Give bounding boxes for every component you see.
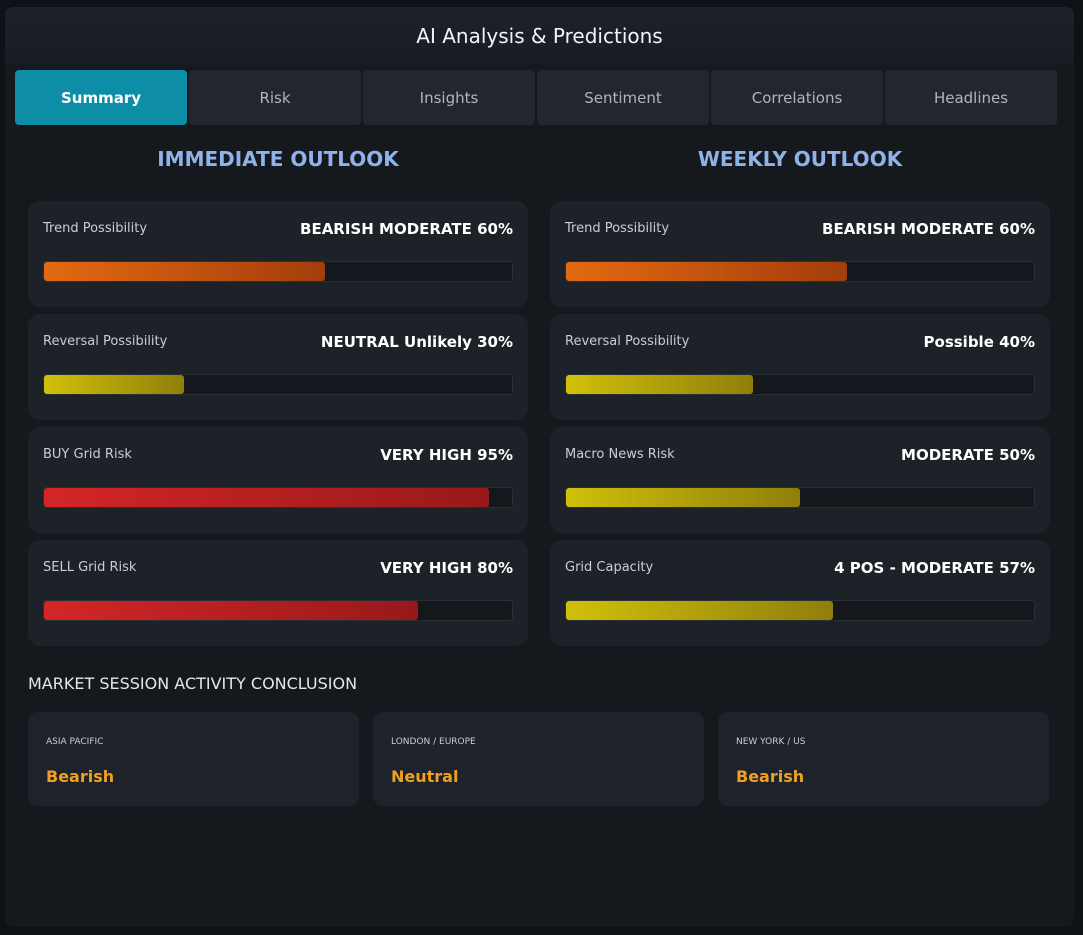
metric-label: Trend Possibility [565,221,670,236]
weekly-outlook-title: WEEKLY OUTLOOK [697,147,903,171]
progress-fill [44,375,185,394]
metric-value: 4 POS - MODERATE 57% [834,559,1035,577]
tab-headlines[interactable]: Headlines [885,70,1057,125]
tab-correlations[interactable]: Correlations [711,70,883,125]
tab-risk[interactable]: Risk [189,70,361,125]
weekly-macro-risk-card: Macro News Risk MODERATE 50% [550,427,1050,533]
progress-track [565,261,1035,282]
metric-label: Reversal Possibility [43,334,168,349]
progress-track [43,487,513,508]
immediate-reversal-card: Reversal Possibility NEUTRAL Unlikely 30… [28,314,528,420]
progress-fill [44,488,489,507]
metric-value: BEARISH MODERATE 60% [300,220,513,238]
progress-track [43,374,513,395]
metric-label: SELL Grid Risk [43,560,137,575]
immediate-buy-risk-card: BUY Grid Risk VERY HIGH 95% [28,427,528,533]
weekly-grid-capacity-card: Grid Capacity 4 POS - MODERATE 57% [550,540,1050,646]
progress-track [565,487,1035,508]
progress-track [565,374,1035,395]
immediate-sell-risk-card: SELL Grid Risk VERY HIGH 80% [28,540,528,646]
tab-bar: Summary Risk Insights Sentiment Correlat… [15,70,1057,125]
session-state: Bearish [736,767,805,786]
metric-value: VERY HIGH 95% [380,446,513,464]
progress-fill [44,262,325,281]
panel-title: AI Analysis & Predictions [5,7,1074,65]
progress-fill [566,262,847,281]
tab-summary[interactable]: Summary [15,70,187,125]
weekly-trend-card: Trend Possibility BEARISH MODERATE 60% [550,201,1050,307]
metric-label: Macro News Risk [565,447,675,462]
progress-fill [566,375,754,394]
analysis-panel: AI Analysis & Predictions Summary Risk I… [5,7,1074,927]
session-state: Neutral [391,767,459,786]
progress-track [43,261,513,282]
progress-fill [566,488,800,507]
tab-sentiment[interactable]: Sentiment [537,70,709,125]
metric-value: NEUTRAL Unlikely 30% [320,333,513,351]
metric-value: MODERATE 50% [901,446,1035,464]
metric-label: Trend Possibility [43,221,148,236]
session-name: NEW YORK / US [736,737,806,747]
session-card-newyork: NEW YORK / US Bearish [718,712,1049,806]
progress-fill [44,601,419,620]
metric-label: BUY Grid Risk [43,447,132,462]
metric-label: Reversal Possibility [565,334,690,349]
metric-value: Possible 40% [923,333,1035,351]
session-card-asia: ASIA PACIFIC Bearish [28,712,359,806]
immediate-trend-card: Trend Possibility BEARISH MODERATE 60% [28,201,528,307]
metric-label: Grid Capacity [565,560,654,575]
metric-value: VERY HIGH 80% [380,559,513,577]
session-name: ASIA PACIFIC [46,737,104,747]
progress-fill [566,601,833,620]
market-session-heading: MARKET SESSION ACTIVITY CONCLUSION [28,674,358,693]
panel-title-text: AI Analysis & Predictions [416,24,663,48]
immediate-outlook-title: IMMEDIATE OUTLOOK [157,147,399,171]
session-state: Bearish [46,767,115,786]
progress-track [43,600,513,621]
progress-track [565,600,1035,621]
session-name: LONDON / EUROPE [391,737,476,747]
tab-insights[interactable]: Insights [363,70,535,125]
weekly-reversal-card: Reversal Possibility Possible 40% [550,314,1050,420]
session-card-london: LONDON / EUROPE Neutral [373,712,704,806]
metric-value: BEARISH MODERATE 60% [822,220,1035,238]
